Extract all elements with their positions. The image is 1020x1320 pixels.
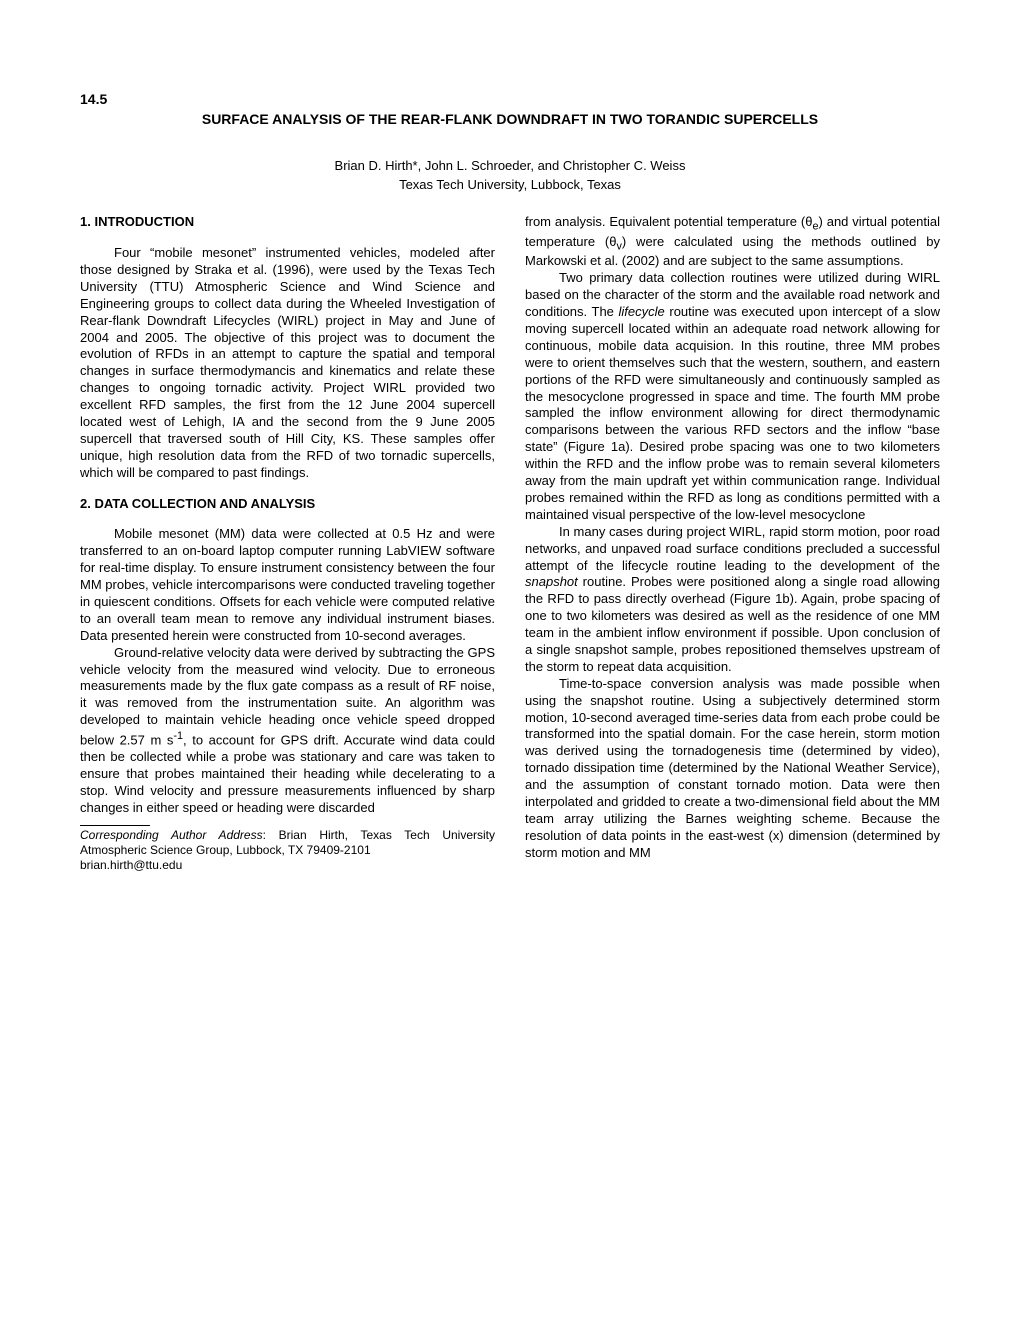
col2-para-3: In many cases during project WIRL, rapid… [525,524,940,676]
superscript-neg1: -1 [173,730,183,742]
paper-title: SURFACE ANALYSIS OF THE REAR-FLANK DOWND… [80,110,940,128]
col2-p3-b: routine. Probes were positioned along a … [525,574,940,673]
col2-continuation-para: from analysis. Equivalent potential temp… [525,214,940,270]
col2-p3-italic-snapshot: snapshot [525,574,578,589]
col2-p3-a: In many cases during project WIRL, rapid… [525,524,940,573]
section-2-heading: 2. DATA COLLECTION AND ANALYSIS [80,496,495,513]
body-columns: 1. INTRODUCTION Four “mobile mesonet” in… [80,214,940,873]
col2-p2-italic-lifecycle: lifecycle [619,304,665,319]
col2-p2-b: routine was executed upon intercept of a… [525,304,940,522]
authors-line: Brian D. Hirth*, John L. Schroeder, and … [80,158,940,175]
section-1-heading: 1. INTRODUCTION [80,214,495,231]
section-2-para-1: Mobile mesonet (MM) data were collected … [80,526,495,644]
col2-para-2: Two primary data collection routines wer… [525,270,940,523]
col2-para-4: Time-to-space conversion analysis was ma… [525,676,940,862]
footnote-line-1: Corresponding Author Address: Brian Hirt… [80,828,495,858]
section-2-para-2: Ground-relative velocity data were deriv… [80,645,495,817]
paper-number: 14.5 [80,90,940,108]
footnote-label: Corresponding Author Address [80,828,263,842]
footnote-separator [80,825,150,826]
footnote-email: brian.hirth@ttu.edu [80,858,495,873]
col2-p1-a: from analysis. Equivalent potential temp… [525,214,812,229]
affiliation-line: Texas Tech University, Lubbock, Texas [80,177,940,194]
footnote-block: Corresponding Author Address: Brian Hirt… [80,825,495,873]
section-1-para-1: Four “mobile mesonet” instrumented vehic… [80,245,495,481]
